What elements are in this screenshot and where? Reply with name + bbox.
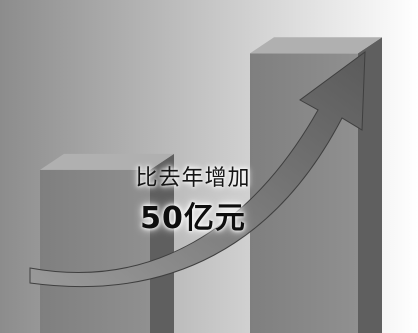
increase-label: 比去年增加 bbox=[135, 166, 251, 191]
trend-arrow bbox=[29, 50, 366, 288]
bar-1-front bbox=[40, 169, 150, 333]
bar-2-side bbox=[358, 37, 382, 333]
bar-2-top bbox=[250, 37, 382, 54]
bar-1 bbox=[40, 153, 174, 333]
increase-amount: 50亿元 bbox=[140, 201, 246, 236]
bar-1-top bbox=[40, 153, 174, 170]
arrow-shape bbox=[29, 50, 366, 288]
bar-1-side bbox=[150, 153, 174, 333]
